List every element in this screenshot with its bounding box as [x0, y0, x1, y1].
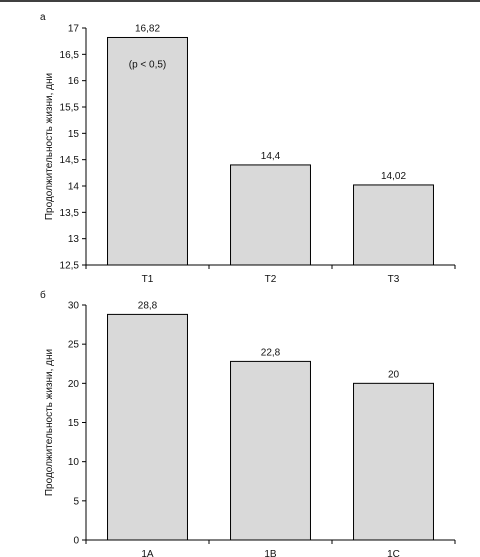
y-tick-label: 12,5: [60, 261, 80, 272]
bar: [353, 382, 434, 541]
y-tick-label: 14,5: [60, 155, 80, 166]
y-axis-label: Продолжительность жизни, дни: [44, 73, 55, 220]
y-tick-label: 13: [68, 234, 80, 245]
bar: [107, 313, 188, 541]
y-tick-label: 16,5: [60, 50, 80, 61]
y-tick-label: 30: [68, 301, 80, 312]
category-label: 1A: [141, 549, 154, 557]
chart-panel-a: а 12,5 13 13,5 14 14,5 15 15,5 16 16,5 17 16,82 T1 14…: [40, 12, 456, 285]
annotation: (p < 0,5): [129, 59, 167, 70]
bar: [107, 36, 188, 266]
y-tick-label: 13,5: [60, 208, 80, 219]
y-tick-label: 5: [73, 496, 79, 507]
y-tick-label: 25: [68, 340, 80, 351]
bar: [230, 360, 311, 541]
category-label: T1: [142, 274, 154, 285]
data-label: 14,02: [381, 171, 406, 182]
bar: [230, 164, 311, 266]
data-label: 22,8: [261, 347, 281, 358]
data-label: 14,4: [261, 151, 281, 162]
y-tick-label: 16: [68, 76, 80, 87]
category-label: T2: [265, 274, 277, 285]
y-tick-label: 20: [68, 379, 80, 390]
data-label: 28,8: [138, 300, 158, 311]
category-label: 1C: [387, 549, 400, 557]
panel-label: а: [40, 12, 46, 23]
y-tick-label: 15: [68, 129, 80, 140]
chart-panel-b: б 0 5 10 15 20 25 30 28,8 1A 22,8 1B 20 1C Продолжител…: [40, 289, 456, 557]
y-tick-label: 17: [68, 24, 80, 35]
bar: [353, 184, 434, 266]
data-label: 20: [388, 369, 400, 380]
y-tick-label: 0: [73, 536, 79, 547]
y-tick-label: 15: [68, 418, 80, 429]
category-label: T3: [388, 274, 400, 285]
category-label: 1B: [264, 549, 277, 557]
y-tick-label: 10: [68, 457, 80, 468]
y-axis-label: Продолжительность жизни, дни: [44, 349, 55, 496]
y-tick-label: 14: [68, 182, 80, 193]
data-label: 16,82: [135, 23, 160, 34]
y-tick-label: 15,5: [60, 103, 80, 114]
panel-label: б: [40, 289, 46, 301]
